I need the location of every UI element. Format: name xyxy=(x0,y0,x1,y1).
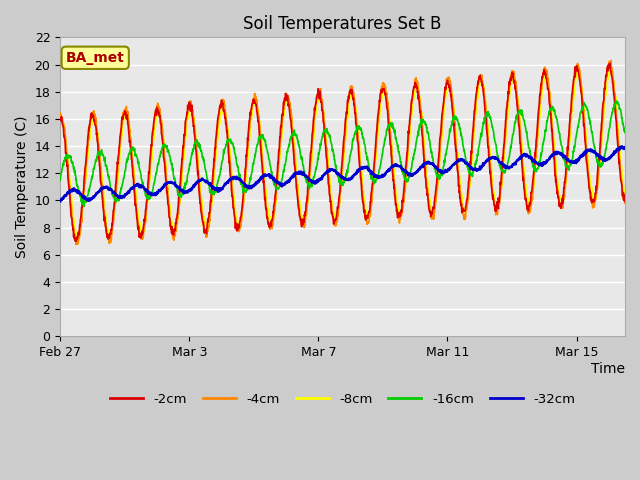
Legend: -2cm, -4cm, -8cm, -16cm, -32cm: -2cm, -4cm, -8cm, -16cm, -32cm xyxy=(105,388,580,411)
Title: Soil Temperatures Set B: Soil Temperatures Set B xyxy=(243,15,442,33)
X-axis label: Time: Time xyxy=(591,362,625,376)
Text: BA_met: BA_met xyxy=(66,51,125,65)
Y-axis label: Soil Temperature (C): Soil Temperature (C) xyxy=(15,116,29,258)
